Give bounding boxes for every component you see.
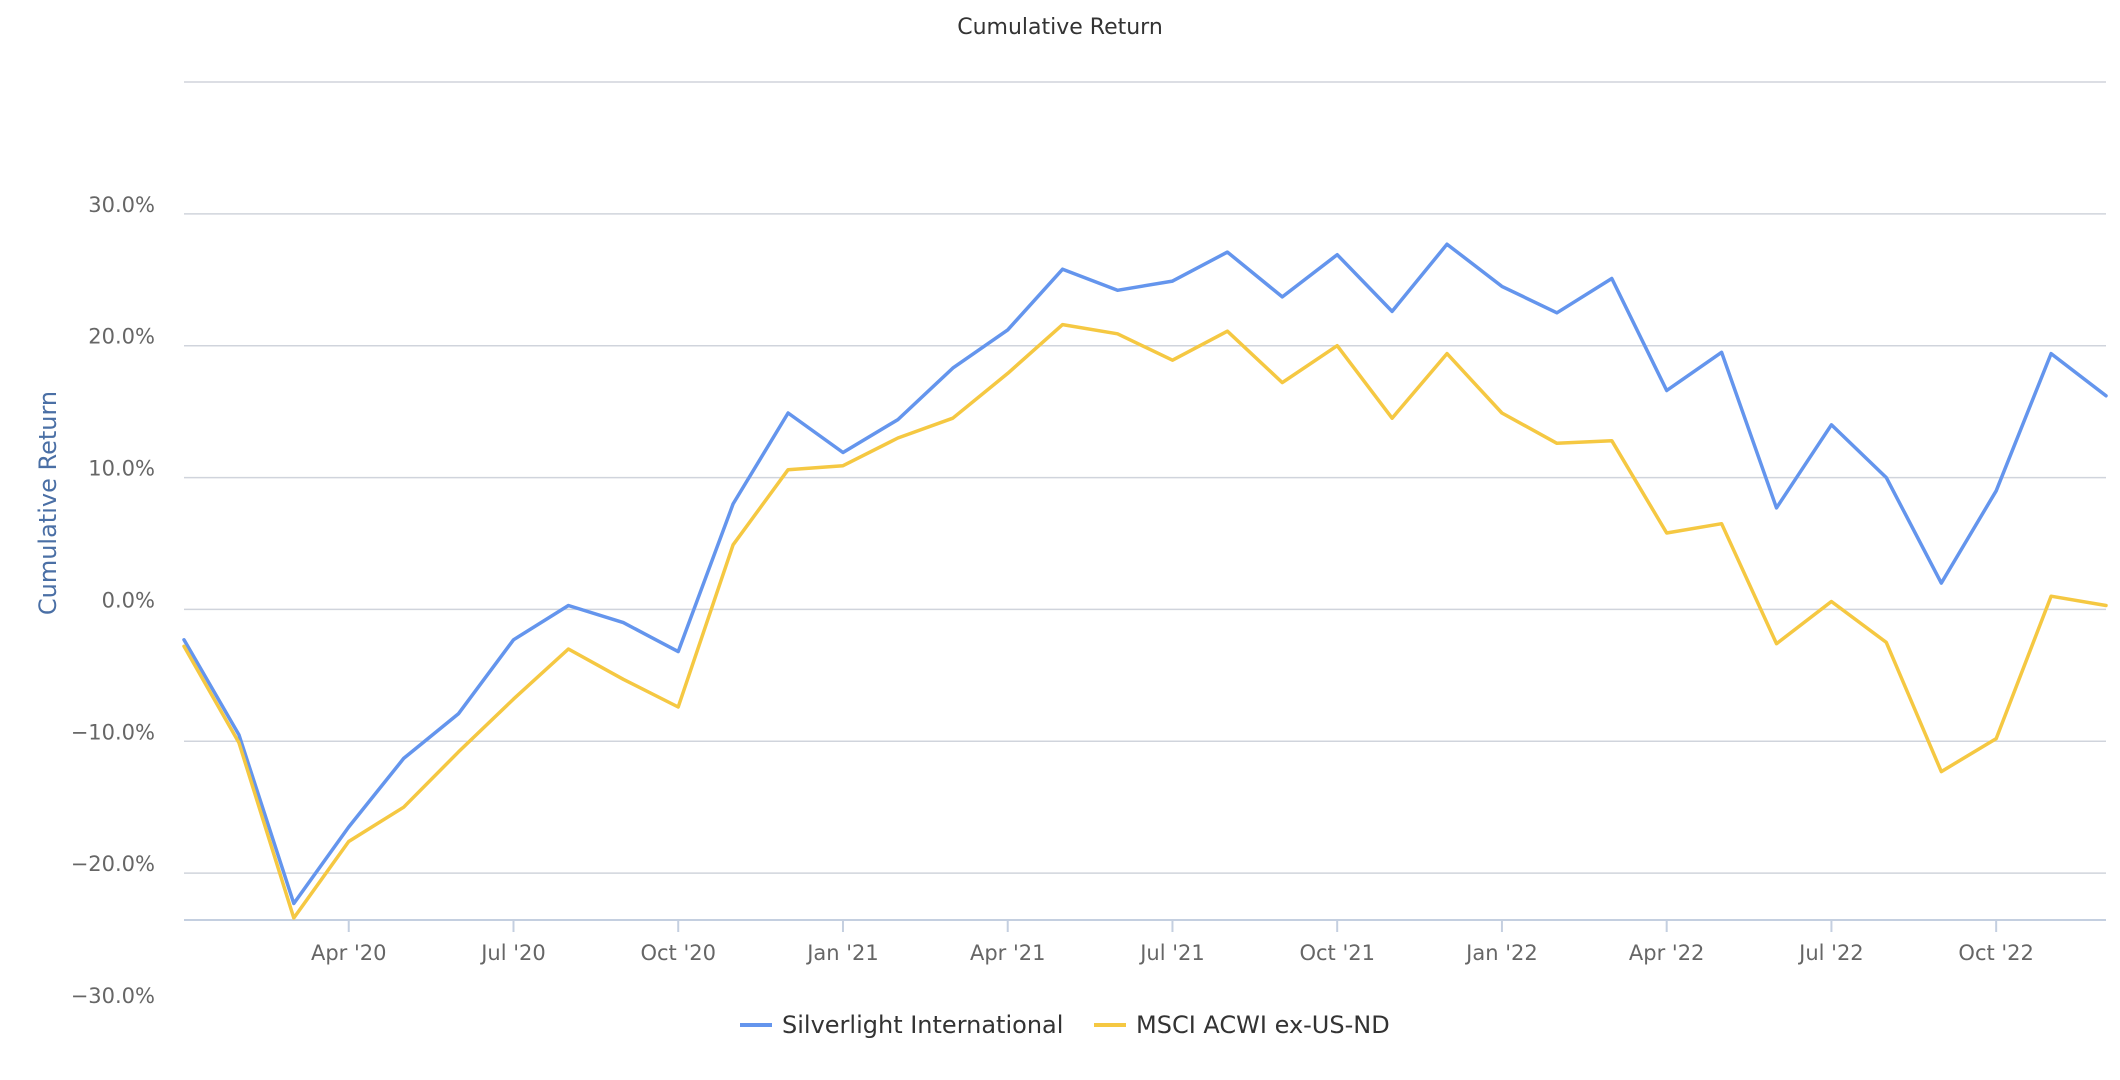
x-tick-label: Jan '22 bbox=[1464, 941, 1538, 965]
legend-label: MSCI ACWI ex-US-ND bbox=[1136, 1011, 1390, 1039]
series-line-silverlight-international bbox=[182, 242, 2108, 906]
y-tick-label: 20.0% bbox=[88, 325, 155, 349]
y-tick-label: 0.0% bbox=[102, 588, 155, 612]
y-tick-label: 10.0% bbox=[88, 457, 155, 481]
legend[interactable]: Silverlight International MSCI ACWI ex-US… bbox=[740, 1011, 1390, 1039]
legend-item-silverlight-international[interactable]: Silverlight International bbox=[740, 1011, 1063, 1039]
y-tick-label: 30.0% bbox=[88, 193, 155, 217]
series-lines bbox=[182, 242, 2108, 920]
x-tick-label: Apr '22 bbox=[1629, 941, 1705, 965]
legend-label: Silverlight International bbox=[782, 1011, 1063, 1039]
x-tick-label: Oct '22 bbox=[1958, 941, 2033, 965]
legend-item-msci-acwi-ex-us-nd[interactable]: MSCI ACWI ex-US-ND bbox=[1094, 1011, 1390, 1039]
x-tick-label: Jul '22 bbox=[1797, 941, 1864, 965]
gridlines bbox=[184, 81, 2106, 874]
x-axis-ticks: Apr '20 Jul '20 Oct '20 Jan '21 Apr '21 Jul '… bbox=[311, 920, 2034, 965]
series-line-msci-acwi-ex-us-nd bbox=[182, 322, 2108, 920]
x-tick-label: Jan '21 bbox=[805, 941, 879, 965]
y-axis-ticks: −30.0% −20.0% −10.0% 0.0% 10.0% 20.0% 30.0% bbox=[71, 193, 155, 1008]
y-tick-label: −30.0% bbox=[71, 984, 155, 1008]
x-tick-label: Apr '20 bbox=[311, 941, 387, 965]
x-tick-label: Jul '21 bbox=[1138, 941, 1205, 965]
x-tick-label: Apr '21 bbox=[970, 941, 1046, 965]
x-tick-label: Oct '20 bbox=[640, 941, 715, 965]
chart-title: Cumulative Return bbox=[957, 15, 1163, 40]
y-tick-label: −20.0% bbox=[71, 852, 155, 876]
x-tick-label: Jul '20 bbox=[479, 941, 546, 965]
x-tick-label: Oct '21 bbox=[1299, 941, 1374, 965]
y-tick-label: −10.0% bbox=[71, 720, 155, 744]
y-axis-title: Cumulative Return bbox=[34, 391, 62, 615]
